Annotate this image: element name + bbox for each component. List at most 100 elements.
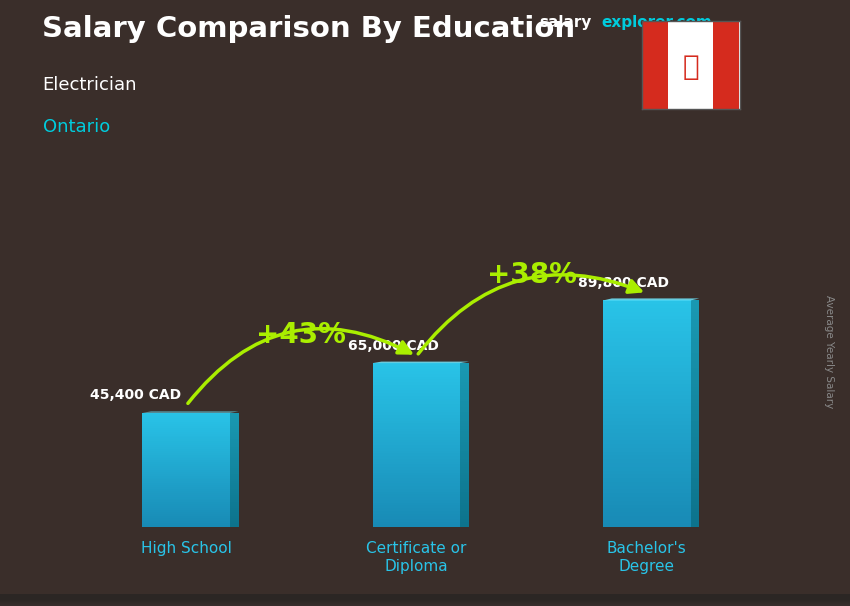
Bar <box>0 597 850 603</box>
Bar <box>143 504 230 506</box>
Bar <box>230 468 239 470</box>
Bar <box>0 594 850 601</box>
Text: 🍁: 🍁 <box>683 53 699 81</box>
Bar <box>690 357 700 361</box>
Bar <box>603 436 690 441</box>
Bar <box>0 598 850 604</box>
Bar <box>373 491 460 494</box>
Bar <box>373 445 460 448</box>
Bar <box>143 481 230 483</box>
Bar <box>460 516 469 519</box>
Bar <box>230 514 239 516</box>
Bar <box>373 442 460 445</box>
Bar <box>230 483 239 485</box>
Bar <box>373 464 460 467</box>
Bar <box>690 456 700 459</box>
Polygon shape <box>373 362 469 363</box>
Bar <box>0 594 850 601</box>
Bar <box>460 448 469 451</box>
Bar <box>0 595 850 601</box>
Bar <box>603 505 690 508</box>
Bar <box>603 384 690 387</box>
Bar <box>460 401 469 404</box>
Bar <box>603 524 690 527</box>
Bar <box>690 304 700 308</box>
Bar <box>0 599 850 605</box>
Bar <box>373 399 460 401</box>
Bar <box>603 335 690 338</box>
Bar <box>690 441 700 444</box>
Bar <box>230 441 239 443</box>
Text: 45,400 CAD: 45,400 CAD <box>90 388 181 402</box>
Polygon shape <box>143 411 239 413</box>
Bar <box>603 463 690 467</box>
Bar <box>690 350 700 353</box>
Bar <box>0 596 850 602</box>
Bar <box>0 594 850 601</box>
Bar <box>0 599 850 605</box>
Bar <box>373 379 460 382</box>
Bar <box>0 596 850 602</box>
Bar <box>690 368 700 372</box>
Bar <box>460 491 469 494</box>
Bar <box>690 463 700 467</box>
Bar <box>0 595 850 601</box>
Bar <box>690 478 700 482</box>
Bar <box>373 363 460 366</box>
Bar <box>690 448 700 451</box>
Bar <box>373 435 460 437</box>
Bar <box>373 522 460 524</box>
Bar <box>603 520 690 524</box>
Bar <box>603 365 690 368</box>
Bar <box>373 437 460 440</box>
Bar <box>603 433 690 436</box>
Bar <box>0 596 850 602</box>
Bar <box>230 479 239 481</box>
Bar <box>143 508 230 510</box>
Bar <box>230 426 239 428</box>
Bar <box>603 319 690 323</box>
Bar <box>0 598 850 604</box>
Bar <box>143 447 230 449</box>
Bar <box>603 474 690 478</box>
Bar <box>460 505 469 508</box>
Bar <box>0 599 850 605</box>
Bar <box>603 368 690 372</box>
Bar <box>460 382 469 385</box>
Bar <box>460 410 469 412</box>
Bar <box>0 597 850 603</box>
Bar <box>713 21 740 109</box>
Bar <box>0 599 850 605</box>
Bar <box>690 418 700 421</box>
Bar <box>230 497 239 499</box>
Bar <box>230 431 239 434</box>
Bar <box>143 470 230 472</box>
Bar <box>690 372 700 376</box>
Bar <box>460 519 469 522</box>
Bar <box>373 418 460 421</box>
Bar <box>603 402 690 406</box>
Bar <box>0 596 850 602</box>
Bar <box>0 596 850 602</box>
Bar <box>143 497 230 499</box>
Bar <box>143 525 230 527</box>
Bar <box>690 429 700 433</box>
Bar <box>603 331 690 335</box>
Bar <box>0 598 850 604</box>
Bar <box>143 512 230 514</box>
Bar <box>0 594 850 601</box>
Bar <box>460 388 469 390</box>
Bar <box>690 399 700 402</box>
Bar <box>603 376 690 380</box>
Bar <box>460 473 469 475</box>
Bar <box>0 599 850 605</box>
Bar <box>143 431 230 434</box>
Bar <box>690 319 700 323</box>
Bar <box>603 482 690 485</box>
Bar <box>230 420 239 422</box>
Bar <box>603 338 690 342</box>
Bar <box>603 312 690 316</box>
Bar <box>0 599 850 605</box>
Bar <box>143 519 230 522</box>
Bar <box>230 504 239 506</box>
